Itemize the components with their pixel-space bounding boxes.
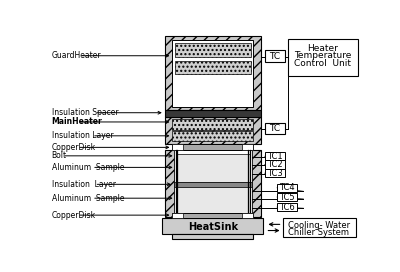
Text: Heater: Heater	[307, 44, 338, 52]
Text: Bolt: Bolt	[52, 151, 67, 160]
Bar	[176, 187, 250, 213]
Text: Insulation  Layer: Insulation Layer	[52, 180, 116, 189]
Text: TC4: TC4	[279, 183, 295, 192]
Bar	[265, 152, 285, 160]
Text: MainHeater: MainHeater	[52, 118, 102, 126]
Bar	[242, 213, 253, 218]
Bar	[176, 153, 250, 182]
Bar	[277, 193, 297, 201]
Bar	[242, 144, 253, 150]
Bar	[172, 213, 183, 218]
Bar	[175, 44, 251, 57]
Bar	[172, 144, 253, 150]
Text: HeatSink: HeatSink	[188, 222, 238, 233]
Text: Aluminum  Sample: Aluminum Sample	[52, 163, 124, 172]
Bar	[265, 160, 285, 169]
Bar	[282, 218, 356, 237]
Text: GuardHeater: GuardHeater	[52, 51, 101, 60]
Text: TC: TC	[269, 124, 280, 133]
Bar	[165, 150, 261, 217]
Text: Chiller System: Chiller System	[288, 228, 350, 237]
Bar	[172, 144, 183, 150]
Bar	[175, 61, 251, 74]
Text: Insulation Spacer: Insulation Spacer	[52, 108, 118, 117]
Text: Control  Unit: Control Unit	[294, 59, 351, 68]
Bar	[172, 213, 253, 218]
Text: Aluminum  Sample: Aluminum Sample	[52, 194, 124, 203]
Text: TC2: TC2	[267, 160, 282, 169]
Bar	[265, 50, 285, 62]
Bar	[165, 110, 261, 117]
Text: TC3: TC3	[267, 169, 283, 178]
Bar	[174, 182, 252, 187]
Bar	[165, 117, 261, 144]
Bar	[265, 169, 285, 177]
Text: TC: TC	[269, 52, 280, 61]
Bar	[265, 123, 285, 134]
Text: TC1: TC1	[267, 152, 282, 161]
Text: CopperDisk: CopperDisk	[52, 211, 96, 220]
Text: CopperDisk: CopperDisk	[52, 143, 96, 152]
Bar	[162, 218, 263, 234]
Bar	[172, 39, 253, 107]
Text: Insulation Layer: Insulation Layer	[52, 131, 113, 140]
Text: TC6: TC6	[279, 203, 295, 212]
Bar	[165, 36, 261, 110]
Bar	[174, 150, 252, 217]
Bar	[277, 184, 297, 192]
Bar	[277, 203, 297, 211]
Bar	[172, 119, 253, 130]
Text: Temperature: Temperature	[294, 51, 352, 60]
Text: TC5: TC5	[279, 193, 295, 202]
Text: Cooling- Water: Cooling- Water	[288, 221, 350, 230]
Bar	[288, 39, 358, 76]
Bar	[172, 131, 253, 141]
Bar	[172, 234, 253, 239]
